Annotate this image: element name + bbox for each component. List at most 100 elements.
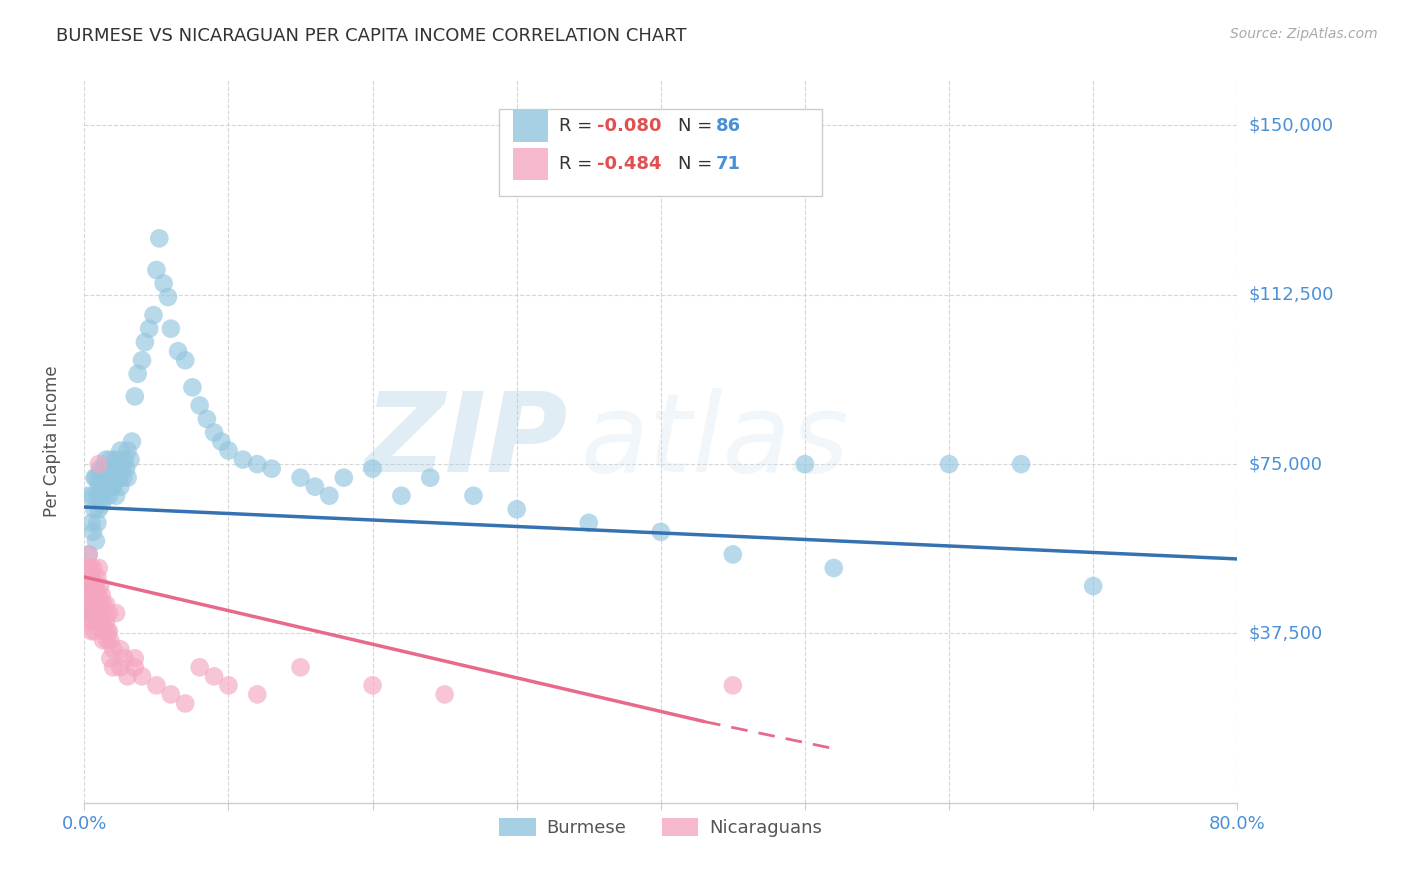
- Point: [83, 502, 105, 516]
- Point: [98, 452, 121, 467]
- Point: [110, 642, 132, 657]
- Point: [290, 470, 312, 484]
- Point: [174, 353, 197, 368]
- Point: [188, 660, 211, 674]
- Point: [361, 678, 384, 692]
- Point: [156, 290, 179, 304]
- Point: [80, 579, 103, 593]
- Point: [83, 624, 105, 639]
- Point: [160, 321, 183, 335]
- Point: [181, 380, 204, 394]
- Point: [82, 597, 104, 611]
- Point: [304, 480, 326, 494]
- Point: [246, 457, 269, 471]
- Point: [84, 470, 107, 484]
- Point: [110, 660, 132, 674]
- Point: [82, 561, 104, 575]
- Point: [79, 570, 101, 584]
- Text: -0.484: -0.484: [598, 155, 662, 173]
- Point: [87, 561, 110, 575]
- Point: [96, 624, 118, 639]
- Point: [89, 579, 111, 593]
- Legend: Burmese, Nicaraguans: Burmese, Nicaraguans: [492, 811, 830, 845]
- Point: [77, 606, 100, 620]
- Point: [105, 489, 128, 503]
- Point: [86, 570, 108, 584]
- Point: [105, 452, 128, 467]
- Point: [318, 489, 340, 503]
- Point: [105, 606, 128, 620]
- Point: [115, 461, 138, 475]
- Point: [98, 633, 121, 648]
- Point: [117, 669, 139, 683]
- Point: [167, 344, 190, 359]
- Point: [86, 489, 108, 503]
- Point: [117, 443, 139, 458]
- Point: [97, 470, 120, 484]
- Point: [86, 597, 108, 611]
- Point: [433, 687, 456, 701]
- Point: [103, 480, 124, 494]
- Point: [111, 461, 134, 475]
- Point: [98, 461, 121, 475]
- Point: [76, 561, 98, 575]
- Point: [131, 669, 153, 683]
- Text: N =: N =: [678, 155, 718, 173]
- Bar: [513, 110, 548, 142]
- Text: -0.080: -0.080: [598, 117, 662, 135]
- Point: [938, 457, 960, 471]
- Point: [91, 597, 114, 611]
- Point: [91, 624, 114, 639]
- Point: [93, 624, 115, 639]
- Point: [721, 548, 744, 562]
- Point: [90, 615, 112, 630]
- Point: [90, 588, 112, 602]
- Point: [98, 651, 121, 665]
- Point: [80, 624, 103, 639]
- Point: [83, 606, 105, 620]
- Point: [120, 452, 142, 467]
- Point: [506, 502, 529, 516]
- Text: $75,000: $75,000: [1249, 455, 1323, 473]
- Point: [107, 461, 129, 475]
- Point: [82, 615, 104, 630]
- Point: [94, 615, 117, 630]
- Text: $37,500: $37,500: [1249, 624, 1323, 642]
- Point: [823, 561, 845, 575]
- Point: [148, 231, 170, 245]
- Point: [97, 489, 120, 503]
- Point: [96, 480, 118, 494]
- Point: [82, 524, 104, 539]
- Point: [93, 606, 115, 620]
- Point: [145, 678, 167, 692]
- Text: N =: N =: [678, 117, 718, 135]
- Point: [83, 579, 105, 593]
- Point: [91, 461, 114, 475]
- Point: [77, 548, 100, 562]
- Point: [76, 579, 98, 593]
- Point: [79, 588, 101, 602]
- Point: [202, 425, 225, 440]
- Point: [124, 660, 146, 674]
- Point: [96, 461, 118, 475]
- Point: [83, 597, 105, 611]
- Point: [145, 263, 167, 277]
- Point: [89, 597, 111, 611]
- Point: [246, 687, 269, 701]
- Point: [578, 516, 600, 530]
- Text: ZIP: ZIP: [366, 388, 568, 495]
- Point: [80, 570, 103, 584]
- Point: [794, 457, 817, 471]
- Point: [82, 489, 104, 503]
- Point: [80, 597, 103, 611]
- Point: [87, 470, 110, 484]
- Point: [97, 624, 120, 639]
- Point: [77, 592, 100, 607]
- Point: [87, 615, 110, 630]
- Point: [152, 277, 174, 291]
- Point: [83, 470, 105, 484]
- Point: [89, 606, 111, 620]
- Point: [90, 480, 112, 494]
- Text: atlas: atlas: [581, 388, 849, 495]
- Point: [114, 651, 136, 665]
